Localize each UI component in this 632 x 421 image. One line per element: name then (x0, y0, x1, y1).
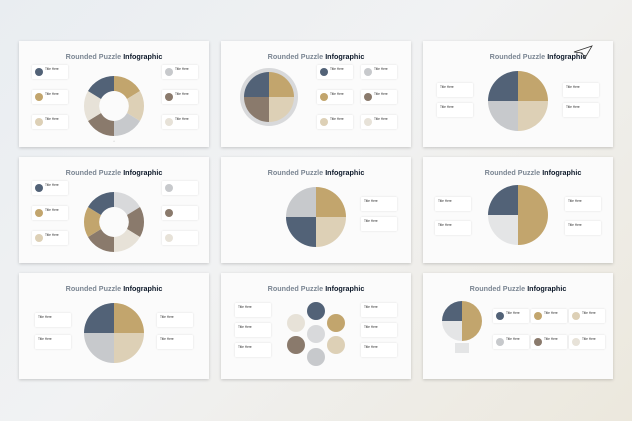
info-card: Title Here (361, 217, 397, 231)
puzzle-circle-graphic (84, 303, 144, 363)
pen-icon (572, 312, 580, 320)
target-icon (364, 118, 372, 126)
puzzle-gear-graphic (488, 185, 548, 245)
slide-title: Rounded Puzzle Infographic (65, 284, 163, 293)
user-icon (35, 68, 43, 76)
info-card: Title Here (569, 309, 605, 323)
info-card: Title Here (361, 323, 397, 337)
pen-icon (35, 234, 43, 242)
user-icon (496, 312, 504, 320)
slide-title: Rounded Puzzle Infographic (489, 52, 587, 61)
lightbulb-puzzle-graphic (442, 301, 482, 353)
info-card: Title Here (361, 303, 397, 317)
info-card: Title Here (235, 343, 271, 357)
info-card: Title Here (563, 83, 599, 97)
info-card (162, 206, 198, 220)
info-card: Title Here (435, 197, 471, 211)
gear-icon (534, 312, 542, 320)
info-card: Title Here (361, 115, 397, 129)
gear-icon (35, 93, 43, 101)
info-card: Title Here (563, 103, 599, 117)
folder-icon (534, 338, 542, 346)
folder-icon (165, 93, 173, 101)
slide-thumbnail-7[interactable]: Rounded Puzzle Infographic Title Here Ti… (19, 273, 209, 379)
info-card: Title Here (361, 90, 397, 104)
target-icon (572, 338, 580, 346)
info-card (162, 231, 198, 245)
info-card: Title Here (32, 65, 68, 79)
info-card: Title Here (493, 309, 529, 323)
info-card: Title Here (493, 335, 529, 349)
info-card: Title Here (317, 65, 353, 79)
chart-icon (165, 184, 173, 192)
slide-title: Rounded Puzzle Infographic (267, 284, 365, 293)
slide-thumbnail-2[interactable]: Rounded Puzzle Infographic Title Here Ti… (221, 41, 411, 147)
info-card: Title Here (32, 206, 68, 220)
user-icon (35, 184, 43, 192)
info-card: Title Here (317, 90, 353, 104)
info-card: Title Here (32, 115, 68, 129)
slide-thumbnail-3[interactable]: Rounded Puzzle Infographic Title Here Ti… (423, 41, 613, 147)
info-card: Title Here (35, 335, 71, 349)
slide-thumbnail-6[interactable]: Rounded Puzzle Infographic Title Here Ti… (423, 157, 613, 263)
target-icon (165, 234, 173, 242)
folder-icon (165, 209, 173, 217)
info-card: Title Here (235, 323, 271, 337)
info-card: Title Here (361, 197, 397, 211)
puzzle-circle-graphic (286, 187, 346, 247)
target-icon (165, 118, 173, 126)
slide-thumbnail-9[interactable]: Rounded Puzzle Infographic Title Here Ti… (423, 273, 613, 379)
info-card: Title Here (162, 90, 198, 104)
slide-thumbnail-1[interactable]: Rounded Puzzle Infographic Title Here Ti… (19, 41, 209, 147)
info-card: Title Here (35, 313, 71, 327)
slide-thumbnail-5[interactable]: Rounded Puzzle Infographic Title Here Ti… (221, 157, 411, 263)
puzzle-gear-graphic (83, 75, 145, 136)
info-card: Title Here (531, 335, 567, 349)
chart-icon (496, 338, 504, 346)
info-card: Title Here (569, 335, 605, 349)
puzzle-gear-graphic (83, 192, 145, 252)
info-card: Title Here (361, 343, 397, 357)
chart-icon (364, 68, 372, 76)
info-card: Title Here (565, 197, 601, 211)
info-card: Title Here (361, 65, 397, 79)
puzzle-circle-graphic (240, 68, 298, 126)
pen-icon (35, 118, 43, 126)
slide-title: Rounded Puzzle Infographic (65, 168, 163, 177)
puzzle-circle-graphic (488, 71, 548, 131)
info-card: Title Here (235, 303, 271, 317)
info-card: Title Here (32, 90, 68, 104)
gear-icon (35, 209, 43, 217)
info-card: Title Here (437, 103, 473, 117)
info-card: Title Here (437, 83, 473, 97)
slide-title: Rounded Puzzle Infographic (65, 52, 163, 61)
info-card: Title Here (157, 313, 193, 327)
paper-plane-icon (573, 45, 593, 59)
slide-thumbnail-8[interactable]: Rounded Puzzle Infographic Title Here Ti… (221, 273, 411, 379)
slide-title: Rounded Puzzle Infographic (469, 284, 567, 293)
info-card: Title Here (157, 335, 193, 349)
slide-title: Rounded Puzzle Infographic (484, 168, 582, 177)
slide-thumbnail-4[interactable]: Rounded Puzzle Infographic Title Here Ti… (19, 157, 209, 263)
gear-icon (320, 93, 328, 101)
info-card: Title Here (162, 65, 198, 79)
info-card: Title Here (32, 181, 68, 195)
slide-title: Rounded Puzzle Infographic (267, 52, 365, 61)
info-card: Title Here (317, 115, 353, 129)
puzzle-cluster-graphic (287, 302, 345, 366)
pen-icon (320, 118, 328, 126)
folder-icon (364, 93, 372, 101)
info-card: Title Here (531, 309, 567, 323)
info-card: Title Here (435, 221, 471, 235)
info-card: Title Here (32, 231, 68, 245)
user-icon (320, 68, 328, 76)
info-card: Title Here (565, 221, 601, 235)
slide-title: Rounded Puzzle Infographic (267, 168, 365, 177)
info-card: Title Here (162, 115, 198, 129)
info-card (162, 181, 198, 195)
chart-icon (165, 68, 173, 76)
